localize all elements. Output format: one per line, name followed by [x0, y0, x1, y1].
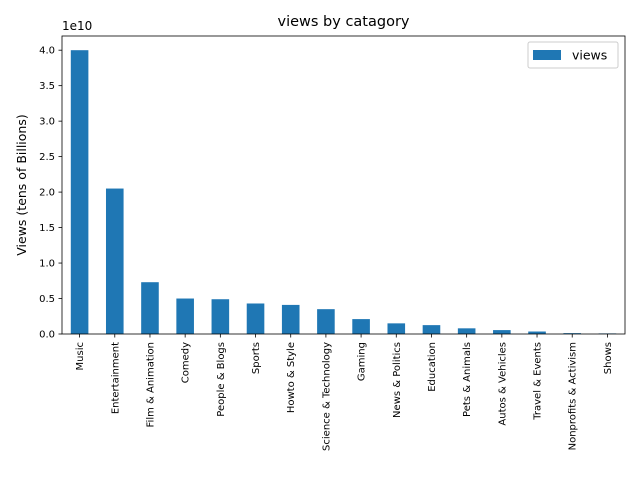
bar	[493, 330, 511, 334]
y-axis: 0.0 0.5 1.0 1.5 2.0 2.5 3.0 3.5 4.0	[39, 46, 62, 341]
x-tick-label: Nonprofits & Activism	[568, 342, 579, 450]
bar	[352, 319, 370, 334]
x-tick-label: Comedy	[181, 342, 192, 383]
bar	[281, 304, 300, 334]
y-tick-label: 2.5	[39, 152, 55, 163]
bar	[70, 50, 89, 334]
x-tick-label: People & Blogs	[216, 342, 227, 417]
x-tick-label: Autos & Vehicles	[497, 342, 508, 426]
x-axis: Music Entertainment Film & Animation Comedy…	[75, 334, 614, 451]
x-tick-label: Howto & Style	[286, 342, 297, 413]
y-tick-label: 1.5	[39, 223, 55, 234]
x-tick-label: News & Politics	[392, 342, 403, 418]
y-tick-label: 3.0	[39, 117, 55, 128]
legend-box	[527, 41, 619, 69]
x-tick-label: Entertainment	[110, 342, 121, 414]
x-tick-label: Gaming	[357, 342, 368, 381]
plot-frame	[61, 35, 626, 335]
y-offset-text: 1e10	[62, 19, 92, 33]
bars-group	[70, 50, 617, 334]
bar	[422, 325, 441, 334]
y-tick-label: 3.5	[39, 81, 55, 92]
y-tick-label: 0.0	[39, 330, 55, 341]
bar	[211, 299, 230, 334]
legend-label-views: views	[572, 48, 607, 63]
y-tick-label: 2.0	[39, 188, 55, 199]
x-tick-label: Travel & Events	[533, 342, 544, 421]
y-tick-label: 1.0	[39, 259, 55, 270]
bar	[457, 328, 476, 334]
bar	[176, 298, 194, 334]
bar	[528, 331, 546, 334]
bar	[317, 309, 335, 334]
bar	[141, 282, 159, 334]
x-tick-label: Shows	[603, 342, 614, 374]
x-tick-label: Education	[427, 342, 438, 392]
bar	[105, 188, 124, 334]
x-tick-label: Sports	[251, 342, 262, 374]
chart-title: views by catagory	[278, 14, 410, 30]
bar	[246, 303, 265, 334]
x-tick-label: Science & Technology	[321, 342, 332, 451]
x-tick-label: Film & Animation	[145, 342, 156, 427]
y-axis-label: Views (tens of Billions)	[14, 114, 29, 255]
legend: views	[527, 41, 619, 69]
bar	[387, 323, 406, 334]
y-tick-label: 0.5	[39, 294, 55, 305]
bar	[563, 333, 582, 334]
y-tick-label: 4.0	[39, 46, 55, 57]
legend-swatch-views	[533, 50, 561, 60]
x-tick-label: Pets & Animals	[462, 342, 473, 417]
x-tick-label: Music	[75, 342, 86, 370]
